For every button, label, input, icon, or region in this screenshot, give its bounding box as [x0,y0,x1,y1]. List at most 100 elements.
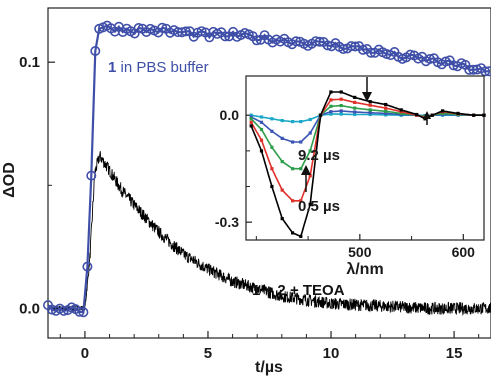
inset-series-marker [249,124,253,128]
series-pbs-marker [480,66,491,77]
inset-series-marker [249,117,253,121]
series-pbs-marker [405,49,416,60]
inset-series-marker [329,90,333,94]
inset-series-marker [482,113,486,117]
x-axis-title: t/µs [255,359,283,376]
inset-frame [245,75,485,241]
inset-series-marker [456,111,460,115]
inset-series-marker [368,103,372,107]
inset-series-marker [299,140,303,144]
inset-series-marker [329,110,333,114]
series-pbs-marker [58,305,69,316]
inset-series-marker [368,112,372,117]
inset-series-line [250,110,484,143]
inset-series-marker [291,167,295,171]
inset-series-marker [353,106,357,110]
inset-series-marker [339,112,343,116]
up-arrow-small-icon [423,111,431,125]
series-pbs-marker [350,41,361,52]
inset-series-marker [270,145,274,149]
inset-series-marker [415,112,419,117]
inset-series-marker [259,127,264,132]
inset-series-marker [308,202,312,206]
up-arrow-icon [301,165,311,192]
inset-series-marker [472,113,476,117]
series-label-pbs: 1 in PBS buffer [108,59,209,76]
inset-series-marker [339,90,343,94]
inset-series-marker [259,149,264,153]
inset-series-marker [368,111,372,115]
inset-series-marker [299,234,303,238]
series-pbs-marker [220,31,231,42]
inset-series-marker [280,119,284,123]
series-label-pbs-suffix: in PBS buffer [116,59,208,76]
inset-series-marker [441,109,445,113]
inset-series-marker [368,100,372,104]
inset-x-tick-label: 500 [348,244,372,260]
inset-series-marker [249,115,253,119]
inset-series-line [250,91,484,238]
inset-series-marker [259,120,264,124]
inset-series-marker [291,140,295,144]
inset-series-marker [280,217,284,221]
series-label-teoa: 1 + 2 + TEOA [252,282,345,299]
inset-series-marker [384,111,388,115]
inset-series-marker [399,110,403,114]
inset-series-marker [384,102,388,107]
inset-series-marker [299,199,303,203]
inset-y-tick-label: -0.3 [215,214,239,230]
series-pbs-marker [82,261,93,272]
series-pbs-marker [78,307,89,318]
inset-series-marker [353,112,357,117]
inset-series-marker [368,108,372,112]
inset-series-marker [318,113,323,117]
inset-series-marker [329,98,333,102]
inset-plot: 500 600 0.0 -0.3 λ/nm 9.2 µs 0.5 µs [215,75,486,278]
series-pbs-marker [251,35,262,46]
inset-ticks: 500 600 0.0 -0.3 [215,107,475,260]
inset-series-marker [339,97,343,101]
series-label-pbs-prefix: 1 [108,59,116,76]
inset-series-marker [339,109,343,113]
inset-series-marker [353,100,357,104]
inset-series-marker [291,199,295,203]
series-teoa-line [47,151,491,316]
inset-series-marker [353,110,357,114]
inset-series-marker [441,111,445,115]
x-tick-label: 5 [204,345,212,362]
y-axis-title: ΔOD [1,162,18,198]
series-pbs-marker [86,170,97,181]
main-plot-frame [47,7,491,339]
inset-series-marker [329,112,333,116]
series-pbs-marker [484,66,491,77]
inset-x-tick-label: 600 [452,244,476,260]
inset-annotation-late: 9.2 µs [298,147,340,164]
series-pbs-marker [440,56,451,67]
x-tick-label: 10 [323,345,340,362]
inset-series-marker [384,106,388,110]
inset-series-marker [430,113,434,117]
inset-series-marker [259,138,264,142]
inset-series-line [250,104,484,170]
inset-series-marker [299,167,303,171]
y-tick-label: 0.0 [19,300,40,317]
inset-series-marker [308,149,312,153]
inset-series-marker [291,231,295,235]
main-plot: 0 5 10 15 0.0 0.1 t/µs ΔOD 1 in PBS buffer 1 … [1,7,491,376]
inset-series-marker [270,184,274,189]
main-ticks: 0 5 10 15 0.0 0.1 [19,54,480,362]
main-series-group [42,20,491,318]
inset-series-marker [280,136,284,140]
inset-series-marker [329,104,333,108]
inset-series-marker [280,160,284,164]
inset-y-tick-label: 0.0 [220,107,240,123]
inset-series-marker [270,117,274,121]
series-pbs-marker [157,22,168,33]
inset-annotation-early: 0.5 µs [298,198,340,215]
inset-series-marker [384,109,388,113]
inset-series-marker [399,108,403,112]
inset-series-marker [353,95,357,99]
inset-x-axis-title: λ/nm [346,261,383,278]
